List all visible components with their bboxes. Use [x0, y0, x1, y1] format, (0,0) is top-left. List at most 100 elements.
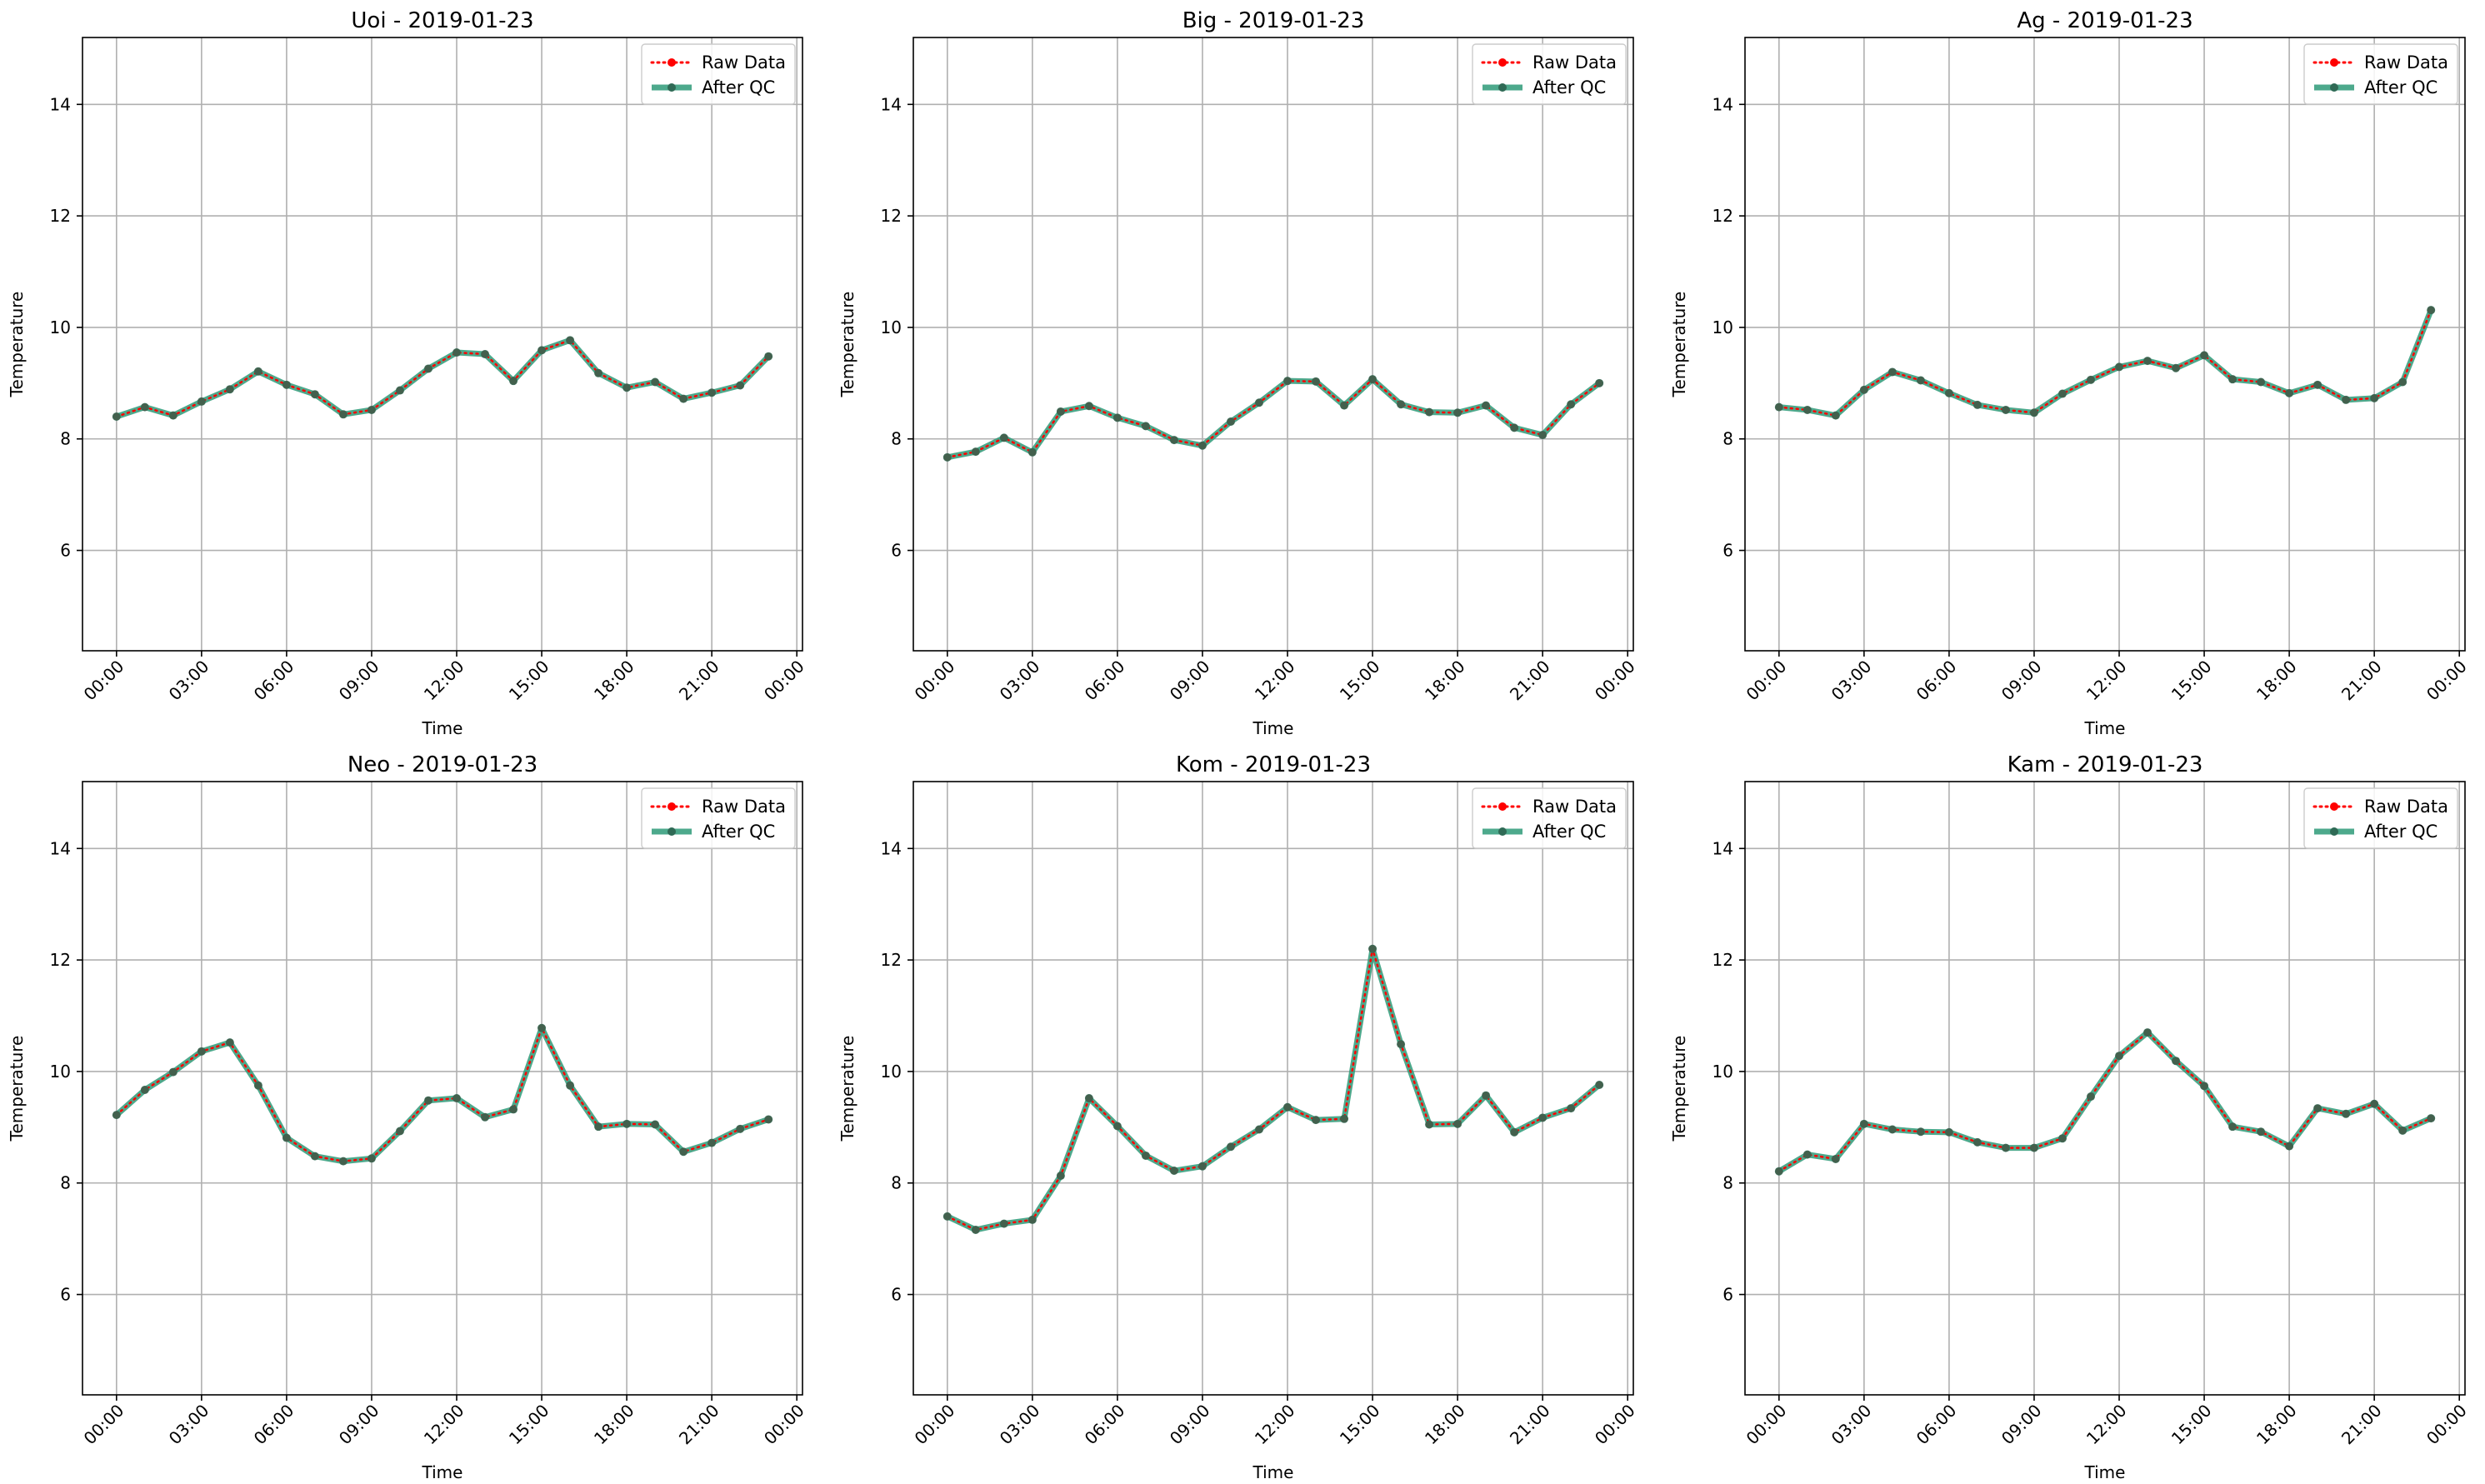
y-axis-label: Temperature — [7, 1036, 27, 1142]
legend-qc-marker — [1498, 83, 1507, 92]
after-qc-point — [1340, 401, 1349, 410]
after-qc-point — [2257, 377, 2266, 387]
y-tick-label: 14 — [50, 838, 71, 858]
after-qc-point — [310, 1152, 319, 1161]
legend-raw-label: Raw Data — [702, 52, 786, 72]
y-tick-label: 12 — [50, 206, 71, 226]
after-qc-point — [1169, 436, 1178, 445]
after-qc-point — [1831, 1154, 1840, 1163]
after-qc-point — [282, 380, 291, 389]
after-qc-point — [367, 405, 376, 414]
x-tick-label: 03:00 — [1828, 1401, 1876, 1449]
after-qc-point — [2313, 1104, 2322, 1113]
x-axis-label: Time — [1252, 1462, 1294, 1482]
y-tick-label: 14 — [881, 838, 902, 858]
x-tick-label: 15:00 — [1336, 1401, 1384, 1449]
y-tick-label: 10 — [50, 1062, 71, 1082]
x-tick-label: 15:00 — [505, 1401, 553, 1449]
after-qc-point — [2342, 1109, 2351, 1118]
legend-qc-marker — [2330, 83, 2338, 92]
legend: Raw Data After QC — [2303, 43, 2458, 105]
x-tick-label: 00:00 — [911, 1401, 959, 1449]
after-qc-point — [1944, 388, 1953, 397]
after-qc-point — [2427, 306, 2436, 315]
after-qc-point — [2313, 380, 2322, 389]
y-tick-label: 14 — [1712, 838, 1733, 858]
after-qc-point — [651, 1120, 660, 1129]
x-tick-label: 18:00 — [590, 657, 638, 705]
y-tick-label: 12 — [50, 950, 71, 970]
x-tick-label: 06:00 — [1912, 1401, 1961, 1449]
after-qc-point — [1368, 944, 1378, 953]
after-qc-point — [282, 1133, 291, 1142]
y-tick-label: 12 — [1712, 950, 1733, 970]
axes-frame — [82, 781, 803, 1396]
after-qc-point — [1916, 376, 1925, 385]
x-axis-label: Time — [1252, 718, 1294, 738]
series-after-qc-line — [115, 337, 771, 420]
y-tick-label: 6 — [891, 541, 902, 561]
y-axis-label: Temperature — [1669, 1036, 1689, 1142]
axes-frame — [82, 37, 803, 652]
series-after-qc-line — [946, 946, 1602, 1233]
axes-frame — [1744, 781, 2466, 1396]
after-qc-point — [168, 411, 178, 420]
legend-qc-label: After QC — [702, 77, 775, 97]
series-after-qc-line — [1778, 308, 2434, 419]
after-qc-point — [1283, 1102, 1292, 1112]
x-tick-label: 09:00 — [1166, 1401, 1214, 1449]
y-tick-label: 12 — [881, 206, 902, 226]
subplot-2: 6 8 10 12 14 00:00 03:00 06:00 09:00 12:00 15:00 18… — [1669, 8, 2471, 738]
after-qc-point — [2058, 389, 2067, 398]
subplot-title: Big - 2019-01-23 — [1182, 8, 1365, 33]
after-qc-point — [2398, 1126, 2408, 1135]
legend-qc-marker — [668, 83, 676, 92]
legend-raw-label: Raw Data — [1532, 797, 1617, 817]
after-qc-point — [1774, 1167, 1783, 1176]
x-tick-label: 18:00 — [1421, 657, 1469, 705]
after-qc-point — [1888, 367, 1897, 377]
y-tick-label: 8 — [891, 429, 902, 449]
after-qc-point — [2086, 1092, 2095, 1102]
x-tick-label: 21:00 — [1506, 657, 1554, 705]
after-qc-point — [1802, 1150, 1812, 1159]
after-qc-point — [2257, 1127, 2266, 1137]
after-qc-point — [1397, 400, 1406, 409]
y-tick-label: 10 — [1712, 317, 1733, 337]
legend-qc-marker — [1498, 827, 1507, 836]
after-qc-point — [971, 1225, 980, 1234]
y-tick-label: 12 — [1712, 206, 1733, 226]
y-tick-label: 14 — [1712, 94, 1733, 114]
after-qc-point — [1226, 417, 1235, 427]
y-tick-label: 8 — [60, 1173, 71, 1193]
after-qc-point — [509, 377, 518, 386]
after-qc-point — [2172, 363, 2181, 372]
after-qc-point — [1254, 1125, 1263, 1134]
after-qc-point — [1510, 423, 1519, 432]
x-tick-label: 18:00 — [1421, 1401, 1469, 1449]
after-qc-point — [736, 1124, 745, 1133]
after-qc-point — [225, 1038, 234, 1047]
y-tick-label: 6 — [891, 1285, 902, 1305]
after-qc-point — [622, 1119, 632, 1128]
y-tick-label: 8 — [60, 429, 71, 449]
x-tick-label: 21:00 — [2338, 1401, 2386, 1449]
x-tick-label: 09:00 — [1166, 657, 1214, 705]
legend-qc-label: After QC — [2364, 77, 2438, 97]
after-qc-point — [2001, 1143, 2010, 1152]
legend-raw-label: Raw Data — [1532, 52, 1617, 72]
x-tick-label: 00:00 — [911, 657, 959, 705]
x-tick-label: 21:00 — [1506, 1401, 1554, 1449]
after-qc-point — [452, 348, 462, 357]
after-qc-point — [594, 368, 603, 377]
after-qc-point — [2285, 1142, 2294, 1151]
legend: Raw Data After QC — [1472, 787, 1627, 849]
after-qc-point — [1972, 400, 1982, 409]
after-qc-point — [1944, 1127, 1953, 1137]
x-tick-label: 03:00 — [1828, 657, 1876, 705]
x-axis-label: Time — [2084, 718, 2126, 738]
after-qc-point — [452, 1094, 462, 1103]
axes-frame — [1744, 37, 2466, 652]
subplot-3: 6 8 10 12 14 00:00 03:00 06:00 09:00 12:00 15:00 18… — [7, 752, 808, 1482]
subplot-title: Neo - 2019-01-23 — [348, 752, 538, 777]
